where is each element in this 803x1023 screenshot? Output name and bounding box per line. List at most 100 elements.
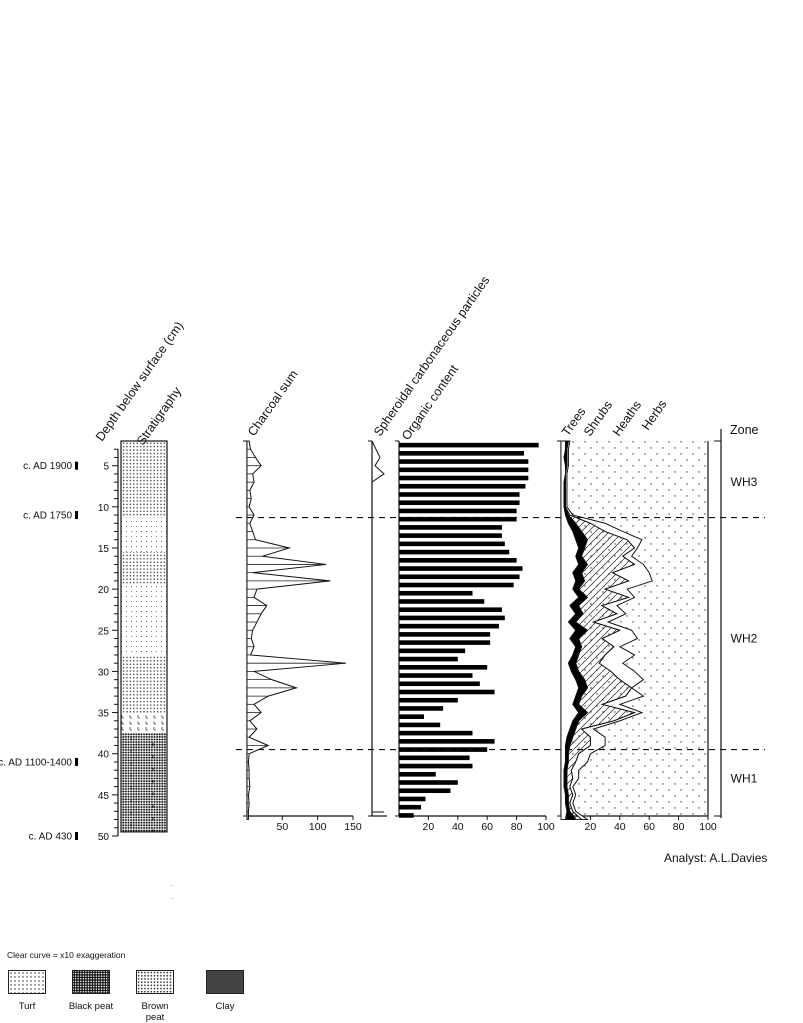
shrubs-title: Shrubs	[581, 398, 615, 438]
organic-bar	[399, 574, 520, 580]
organic-bar	[399, 739, 495, 744]
depth-tick-label: 20	[98, 585, 110, 596]
organic-bar	[399, 533, 502, 538]
legend-note: Clear curve = x10 exaggeration	[7, 950, 126, 960]
depth-tick-label: 10	[98, 503, 110, 514]
date-label: c. AD 1750	[23, 511, 72, 522]
depth-tick-label: 5	[103, 462, 109, 473]
stratigraphy-column	[120, 440, 168, 833]
analyst-credit: Analyst: A.L.Davies	[664, 851, 767, 865]
legend-item-clay: Clay	[202, 968, 266, 1018]
organic-bar	[399, 500, 520, 506]
scan-mark	[171, 885, 173, 887]
organic-bar	[399, 714, 424, 719]
organic-bar	[399, 747, 488, 752]
organic-bar	[399, 516, 517, 522]
organic-bar	[399, 689, 495, 695]
organic-bar	[399, 590, 473, 596]
pollen-tick-label: 80	[673, 821, 685, 833]
stratigraphy-unit-black	[121, 733, 167, 832]
date-marker	[75, 511, 78, 520]
organic-bar	[399, 599, 485, 604]
scan-mark	[172, 898, 174, 900]
depth-tick-label: 35	[98, 709, 110, 720]
brown-peat-swatch	[136, 970, 174, 994]
organic-panel: 20 40 60 80 100	[395, 440, 555, 833]
pollen-tick-label: 40	[614, 821, 626, 833]
organic-bar	[399, 492, 520, 497]
organic-bar	[399, 566, 523, 571]
organic-bar	[399, 771, 436, 777]
depth-tick-label: 15	[98, 544, 110, 555]
zone-label: WH2	[731, 632, 758, 646]
legend-item-black-peat: Black peat	[68, 968, 132, 1018]
depth-tick-label: 30	[98, 667, 110, 678]
organic-bar	[399, 483, 526, 489]
organic-bar	[399, 706, 444, 711]
legend-label-brown-peat: Brown peat	[141, 1001, 169, 1023]
organic-bar	[399, 763, 473, 769]
charcoal-curve	[246, 440, 346, 821]
organic-bar	[399, 640, 491, 645]
organic-bar	[399, 541, 505, 547]
legend-label-clay: Clay	[215, 1001, 235, 1012]
stratigraphy-unit-brown	[121, 552, 167, 586]
charcoal-tick-label: 50	[276, 821, 288, 833]
zone-title: Zone	[730, 423, 759, 437]
organic-bar	[399, 623, 499, 629]
legend: Clear curve = x10 exaggeration Turf Blac…	[0, 948, 420, 1023]
organic-bar	[399, 697, 458, 703]
depth-tick-label: 25	[98, 626, 110, 637]
organic-bar	[399, 780, 458, 785]
zone-label: WH3	[731, 475, 758, 489]
pollen-panel: 20 40 60 80 100	[557, 440, 717, 833]
stratigraphy-unit-brown	[121, 654, 167, 713]
organic-bar	[399, 656, 458, 662]
stratigraphy-frame	[120, 440, 168, 833]
legend-item-turf: Turf	[4, 968, 68, 1018]
spheroidal-panel	[368, 440, 387, 817]
organic-bar	[399, 459, 529, 464]
spheroidal-curve	[371, 440, 385, 483]
organic-bar	[399, 681, 480, 687]
stratigraphy-unit-turf	[121, 517, 167, 553]
organic-bar	[399, 813, 414, 818]
date-label: c. AD 1100-1400	[0, 757, 72, 768]
zone-label: WH1	[731, 771, 758, 785]
legend-item-brown-peat: Brown peat	[132, 968, 196, 1023]
pollen-tick-label: 60	[643, 821, 655, 833]
organic-bar	[399, 467, 529, 473]
charcoal-panel: 50 100 150	[243, 440, 362, 833]
pollen-tick-label: 100	[699, 821, 717, 833]
organic-bar	[399, 722, 441, 728]
depth-axis: 5 10 15 20 25 30 35 40 45 50	[98, 448, 119, 843]
heaths-title: Heaths	[610, 398, 644, 438]
clay-swatch	[206, 970, 244, 994]
organic-tick-label: 40	[452, 821, 464, 833]
organic-bar	[399, 451, 524, 456]
legend-label-black-peat: Black peat	[68, 1001, 114, 1012]
legend-label-turf: Turf	[18, 1001, 36, 1012]
herbs-title: Herbs	[639, 397, 670, 432]
date-label: c. AD 430	[29, 832, 73, 843]
organic-bar	[399, 475, 529, 481]
depth-tick-label: 45	[98, 791, 110, 802]
zone-panel: WH3 WH2 WH1	[236, 429, 765, 818]
organic-bar	[399, 665, 488, 670]
organic-bar	[399, 615, 505, 621]
organic-bar	[399, 804, 422, 810]
organic-bar	[399, 558, 517, 563]
charcoal-tick-label: 100	[309, 821, 327, 833]
turf-swatch	[8, 970, 46, 994]
organic-tick-label: 60	[481, 821, 493, 833]
organic-bar	[399, 632, 491, 637]
organic-tick-label: 20	[423, 821, 435, 833]
date-marker	[75, 832, 78, 840]
organic-bar	[399, 648, 466, 654]
spheroidal-title: Spheroidal carbonaceous particles	[371, 274, 492, 439]
organic-bar	[399, 549, 510, 555]
organic-bar	[399, 582, 514, 588]
pollen-tick-label: 20	[585, 821, 597, 833]
stratigraphy-unit-turf	[121, 585, 167, 655]
